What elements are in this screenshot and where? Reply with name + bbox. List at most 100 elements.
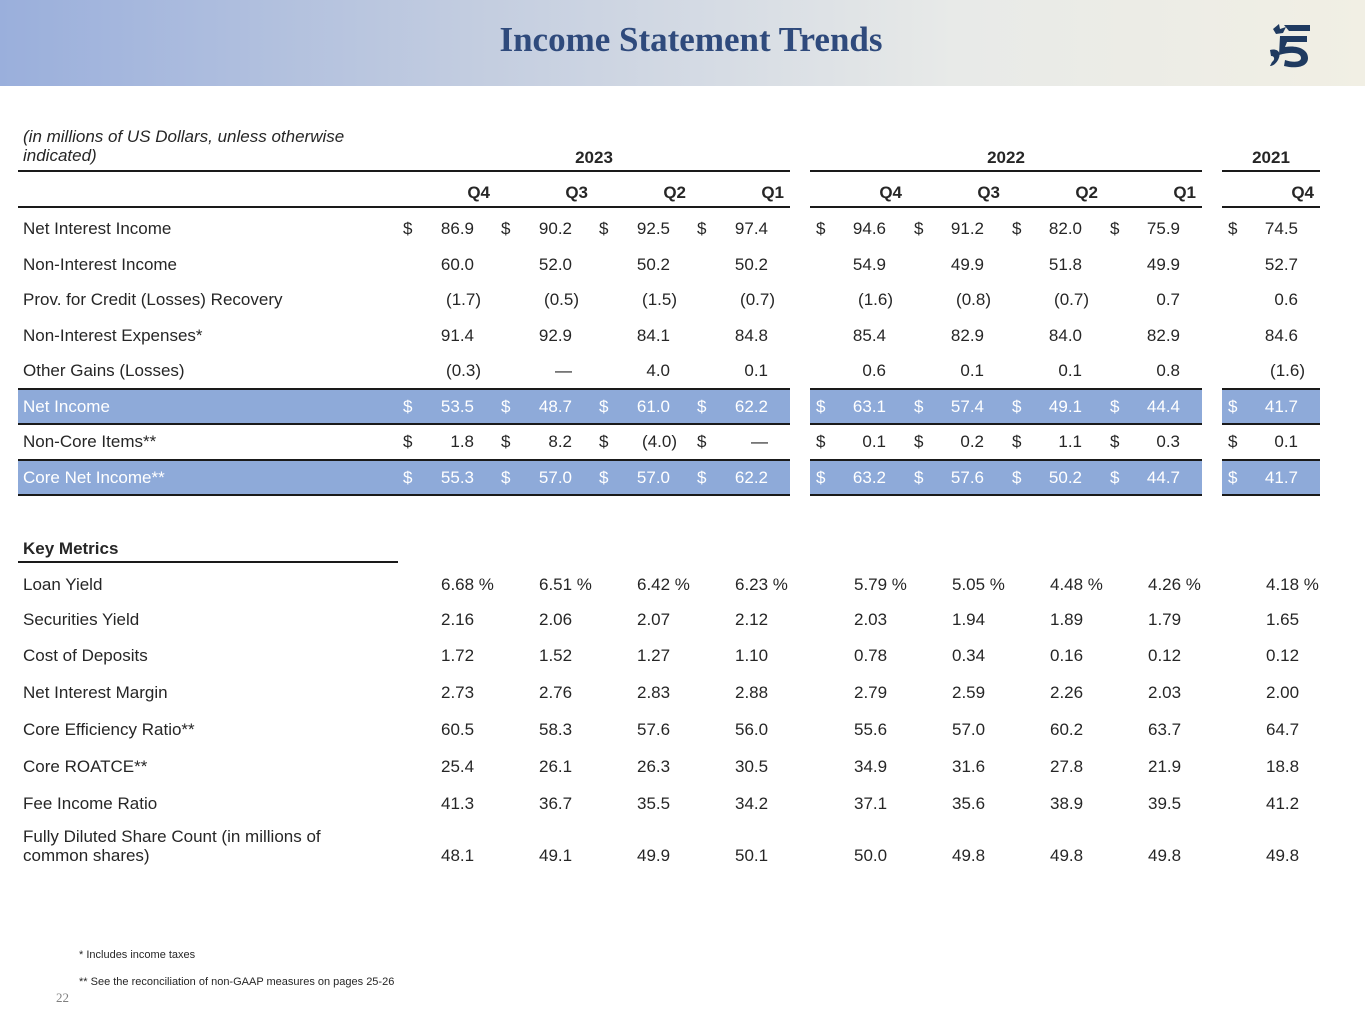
table-cell: 55.3 [440, 468, 474, 487]
table-cell: 44.7 [1146, 468, 1180, 487]
units-note-line-2: indicated) [23, 146, 97, 165]
highlight-band [18, 390, 790, 425]
row-label: Non-Interest Expenses* [23, 326, 203, 345]
dollar-sign: $ [1012, 432, 1022, 451]
metric-cell: 2.88 [735, 683, 769, 702]
row-label: Core Net Income** [23, 468, 165, 487]
table-cell: 90.2 [538, 219, 572, 238]
table-cell: 62.2 [734, 397, 768, 416]
metric-cell: 2.79 [854, 683, 888, 702]
metric-cell: 1.89 [1050, 610, 1084, 629]
metric-label: Fee Income Ratio [23, 794, 158, 813]
metric-cell: 2.76 [539, 683, 573, 702]
metric-cell: 49.8 [1050, 846, 1084, 865]
dollar-sign: $ [1228, 468, 1238, 487]
metric-cell: 48.1 [441, 846, 475, 865]
table-cell: 91.2 [950, 219, 984, 238]
metric-label-line-1: Fully Diluted Share Count (in millions o… [23, 827, 321, 846]
metric-cell: 34.9 [854, 757, 888, 776]
table-cell: 0.1 [1274, 432, 1298, 451]
row-rule [18, 423, 790, 425]
metric-cell: 56.0 [735, 720, 769, 739]
metric-cell: 25.4 [441, 757, 475, 776]
quarter-header: Q4 [879, 183, 902, 202]
row-label: Non-Interest Income [23, 255, 178, 274]
row-rule [1222, 423, 1320, 425]
table-cell: 8.2 [548, 432, 572, 451]
dollar-sign: $ [599, 468, 609, 487]
metric-cell: 26.3 [637, 757, 671, 776]
dollar-sign: $ [1110, 432, 1120, 451]
table-cell: 0.1 [862, 432, 886, 451]
row-rule [18, 459, 790, 461]
table-cell: 57.0 [538, 468, 572, 487]
table-cell: 84.6 [1264, 326, 1298, 345]
metric-cell: 6.42 % [637, 575, 690, 594]
table-cell: 84.8 [734, 326, 768, 345]
row-rule [1222, 494, 1320, 496]
table-cell: (0.7) [740, 290, 775, 309]
table-cell: 0.1 [744, 361, 768, 380]
table-cell: 60.0 [440, 255, 474, 274]
table-cell: 57.4 [950, 397, 984, 416]
year-header-2022: 2022 [987, 148, 1025, 167]
table-cell: 86.9 [440, 219, 474, 238]
metric-label: Net Interest Margin [23, 683, 168, 702]
dollar-sign: $ [816, 432, 826, 451]
metric-cell: 0.16 [1050, 646, 1084, 665]
metric-cell: 2.00 [1266, 683, 1300, 702]
row-rule [1222, 459, 1320, 461]
table-cell: 61.0 [636, 397, 670, 416]
dollar-sign: $ [697, 397, 707, 416]
dollar-sign: $ [816, 219, 826, 238]
dollar-sign: $ [697, 468, 707, 487]
metric-cell: 35.5 [637, 794, 671, 813]
metric-cell: 4.26 % [1148, 575, 1201, 594]
table-cell: 94.6 [852, 219, 886, 238]
metric-label: Core ROATCE** [23, 757, 148, 776]
dollar-sign: $ [914, 432, 924, 451]
metric-cell: 41.3 [441, 794, 475, 813]
bank-logo-icon [1270, 24, 1310, 68]
metric-cell: 49.8 [1148, 846, 1182, 865]
metric-cell: 6.68 % [441, 575, 494, 594]
metric-cell: 36.7 [539, 794, 573, 813]
dollar-sign: $ [599, 432, 609, 451]
metric-cell: 38.9 [1050, 794, 1084, 813]
row-label: Prov. for Credit (Losses) Recovery [23, 290, 283, 309]
metric-cell: 26.1 [539, 757, 573, 776]
quarter-header: Q2 [1075, 183, 1098, 202]
row-rule [810, 388, 1202, 390]
rule-top-2022 [810, 170, 1202, 172]
table-cell: 51.8 [1048, 255, 1082, 274]
row-rule [810, 423, 1202, 425]
table-cell: 0.1 [960, 361, 984, 380]
footnote-2: ** See the reconciliation of non-GAAP me… [79, 976, 395, 988]
row-label: Non-Core Items** [23, 432, 157, 451]
dollar-sign: $ [697, 219, 707, 238]
metric-cell: 6.51 % [539, 575, 592, 594]
dollar-sign: $ [403, 468, 413, 487]
metric-cell: 0.78 [854, 646, 888, 665]
rule-quarter-2021 [1222, 206, 1320, 208]
dollar-sign: $ [501, 397, 511, 416]
quarter-header: Q3 [977, 183, 1000, 202]
metric-cell: 2.59 [952, 683, 986, 702]
metric-label: Securities Yield [23, 610, 140, 629]
row-rule [810, 494, 1202, 496]
metric-label: Loan Yield [23, 575, 103, 594]
dollar-sign: $ [599, 397, 609, 416]
metric-cell: 2.12 [735, 610, 769, 629]
metric-label-line-2: common shares) [23, 846, 150, 865]
table-cell: 0.2 [960, 432, 984, 451]
table-cell: (0.3) [446, 361, 481, 380]
table-cell: (4.0) [642, 432, 677, 451]
table-cell: 0.1 [1058, 361, 1082, 380]
row-label: Net Interest Income [23, 219, 172, 238]
table-cell: (0.7) [1054, 290, 1089, 309]
metric-cell: 50.1 [735, 846, 769, 865]
table-cell: 82.0 [1048, 219, 1082, 238]
row-rule [18, 494, 790, 496]
year-header-2021: 2021 [1252, 148, 1290, 167]
table-cell: 4.0 [646, 361, 670, 380]
